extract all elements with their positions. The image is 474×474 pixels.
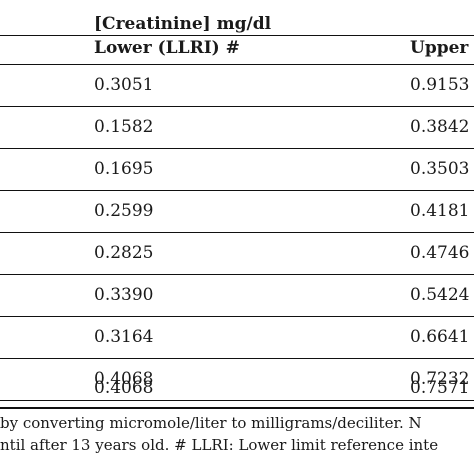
footnote-line-2: ntil after 13 years old. # LLRI: Lower l… xyxy=(0,436,439,454)
footnote-line-1: by converting micromole/liter to milligr… xyxy=(0,414,422,432)
cell-upper: 0.3842 xyxy=(410,117,470,137)
cell-upper: 0.6641 xyxy=(410,327,470,347)
cell-upper: 0.3503 xyxy=(410,159,470,179)
cell-lower: 0.2825 xyxy=(94,243,154,263)
cell-upper: 0.7232 xyxy=(410,369,470,389)
column-header-upper: Upper xyxy=(410,38,469,58)
row-divider xyxy=(0,358,474,359)
row-divider xyxy=(0,190,474,191)
cell-upper: 0.4746 xyxy=(410,243,470,263)
group-header-creatinine: [Creatinine] mg/dl xyxy=(94,14,272,34)
row-divider xyxy=(0,274,474,275)
table-row: 0.3390 0.5424 xyxy=(0,274,474,316)
row-divider xyxy=(0,106,474,107)
cell-lower: 0.1582 xyxy=(94,117,154,137)
table-row: 0.4068 0.7571 xyxy=(0,367,474,409)
cell-lower: 0.3051 xyxy=(94,75,154,95)
table-row: 0.3051 0.9153 xyxy=(0,64,474,106)
cell-lower: 0.1695 xyxy=(94,159,154,179)
table-row: 0.4068 0.7232 xyxy=(0,358,474,400)
cell-lower: 0.3390 xyxy=(94,285,154,305)
cell-lower: 0.3164 xyxy=(94,327,154,347)
column-header-lower: Lower (LLRI) # xyxy=(94,38,240,58)
row-divider xyxy=(0,316,474,317)
table-row: 0.1695 0.3503 xyxy=(0,148,474,190)
header-bottom-rule xyxy=(0,64,474,65)
cell-upper: 0.4181 xyxy=(410,201,470,221)
table-row: 0.2825 0.4746 xyxy=(0,232,474,274)
cell-upper: 0.9153 xyxy=(410,75,470,95)
row-divider xyxy=(0,148,474,149)
row-divider xyxy=(0,232,474,233)
cell-upper: 0.7571 xyxy=(410,378,470,398)
table-row: 0.1582 0.3842 xyxy=(0,106,474,148)
group-header-rule xyxy=(0,35,474,36)
row-divider xyxy=(0,400,474,401)
cell-lower: 0.4068 xyxy=(94,369,154,389)
cell-lower: 0.4068 xyxy=(94,378,154,398)
cell-upper: 0.5424 xyxy=(410,285,470,305)
table-row: 0.3164 0.6641 xyxy=(0,316,474,358)
table-row: 0.2599 0.4181 xyxy=(0,190,474,232)
cell-lower: 0.2599 xyxy=(94,201,154,221)
table-bottom-rule xyxy=(0,407,474,409)
